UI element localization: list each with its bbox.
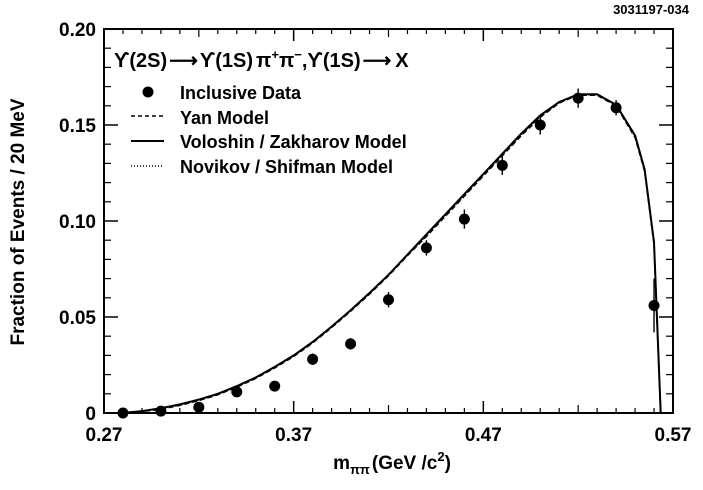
- y-tick-label: 0.15: [59, 116, 96, 137]
- y-tick-label: 0.10: [59, 212, 96, 233]
- data-point: [572, 92, 584, 104]
- x-tick-label: 0.57: [655, 425, 692, 446]
- x-axis-sub: ππ: [350, 462, 370, 477]
- data-point: [458, 213, 470, 225]
- annot-arrow-1: ⟶: [169, 50, 198, 72]
- data-point: [345, 338, 357, 350]
- axis-ticks: [103, 28, 674, 414]
- annot-minus: −: [294, 47, 302, 62]
- data-point: [383, 294, 394, 306]
- legend-label-novikov: Novikov / Shifman Model: [180, 157, 393, 177]
- annot-upsilon-1s: ϒ(1S): [200, 50, 253, 72]
- annot-upsilon-2s: ϒ(2S): [114, 50, 167, 72]
- legend-marker-icon: [142, 86, 154, 98]
- annot-pi-plus: π: [256, 50, 271, 72]
- x-tick-label: 0.37: [275, 425, 312, 446]
- x-axis-title: mππ (GeV /c2): [333, 449, 451, 477]
- x-axis-main: m: [333, 453, 350, 474]
- legend-label-yan: Yan Model: [180, 108, 269, 128]
- data-point: [496, 159, 508, 171]
- data-point: [648, 299, 660, 311]
- x-axis-sup: 2: [437, 449, 444, 464]
- data-point: [269, 380, 281, 392]
- y-axis-title: Fraction of Events / 20 MeV: [8, 98, 29, 345]
- annot-pi-minus: π: [279, 50, 294, 72]
- annot-plus: +: [271, 47, 279, 62]
- annot-x: X: [395, 50, 409, 72]
- x-axis-units: (GeV /c: [372, 453, 438, 474]
- data-point: [307, 353, 319, 365]
- legend-label-voloshin: Voloshin / Zakharov Model: [180, 132, 407, 152]
- data-points: [117, 88, 660, 419]
- data-point: [155, 405, 167, 417]
- legend: Inclusive Data Yan Model Voloshin / Zakh…: [131, 83, 407, 177]
- decay-annotation: ϒ(2S) ⟶ ϒ(1S) π+π−,ϒ(1S) ⟶ X: [114, 47, 409, 72]
- annot-arrow-2: ⟶: [363, 50, 392, 72]
- model-curves: [121, 93, 662, 414]
- y-tick-label: 0.20: [59, 20, 96, 41]
- x-tick-label: 0.47: [465, 425, 502, 446]
- data-point: [420, 242, 432, 254]
- x-axis-close: ): [445, 453, 451, 474]
- y-tick-label: 0: [85, 404, 96, 425]
- annot-upsilon-1s-b: ,ϒ(1S): [302, 50, 361, 72]
- tick-labels: 0.27 0.37 0.47 0.57 0 0.05 0.10 0.15 0.20: [59, 20, 691, 446]
- y-tick-label: 0.05: [59, 308, 96, 329]
- legend-label-data: Inclusive Data: [180, 83, 302, 103]
- x-tick-label: 0.27: [86, 425, 123, 446]
- data-point: [534, 119, 546, 131]
- figure-id: 3031197-034: [613, 2, 690, 17]
- data-point: [610, 102, 622, 114]
- data-point: [193, 401, 205, 413]
- data-point: [231, 386, 243, 398]
- data-point: [117, 407, 129, 419]
- curve-dotted: [121, 93, 662, 414]
